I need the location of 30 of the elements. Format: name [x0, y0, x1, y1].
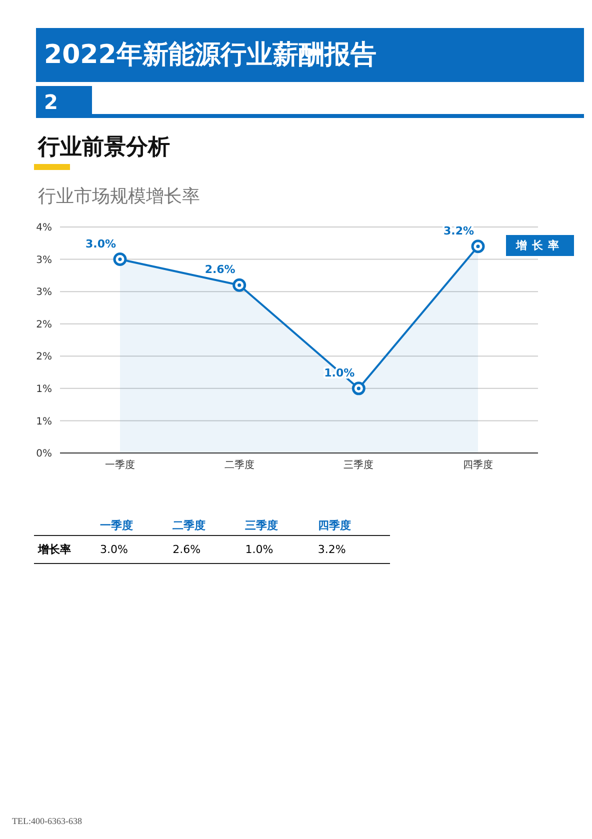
y-tick-label: 0%	[36, 448, 52, 460]
x-tick-label: 一季度	[105, 459, 135, 472]
text: 3.0%	[100, 543, 128, 556]
text: TEL:400-6363-638	[12, 816, 82, 826]
x-tick-label: 三季度	[344, 459, 374, 472]
data-label: 2.6%	[204, 263, 236, 276]
y-tick-label: 2%	[36, 352, 52, 363]
category-label: 二季度	[172, 519, 206, 532]
text: 增长率	[38, 543, 71, 556]
text: 2.6%	[172, 543, 201, 556]
x-tick-label: 四季度	[463, 459, 493, 472]
category-label: 四季度	[318, 519, 351, 532]
chart-title: 2022年新能源行业薪酬报告	[36, 28, 584, 82]
y-tick-label: 1%	[36, 384, 52, 395]
y-tick-label: 4%	[36, 222, 52, 234]
y-tick-label: 1%	[36, 416, 52, 428]
data-label: 3.2%	[443, 224, 474, 238]
text: 行业市场规模增长率	[38, 185, 200, 208]
category-label: 三季度	[245, 519, 278, 532]
data-label: 3.0%	[85, 237, 116, 250]
y-tick-label: 3%	[36, 254, 52, 266]
y-tick-label: 2%	[36, 319, 52, 330]
x-tick-label: 二季度	[224, 459, 254, 472]
text: 1.0%	[245, 543, 274, 556]
y-tick-label: 3%	[36, 287, 52, 298]
text: 2	[36, 86, 92, 118]
category-label: 一季度	[100, 519, 133, 532]
text: 增长率	[506, 235, 574, 256]
chart-subtitle: 行业前景分析	[38, 135, 170, 160]
text: 3.2%	[318, 543, 346, 556]
